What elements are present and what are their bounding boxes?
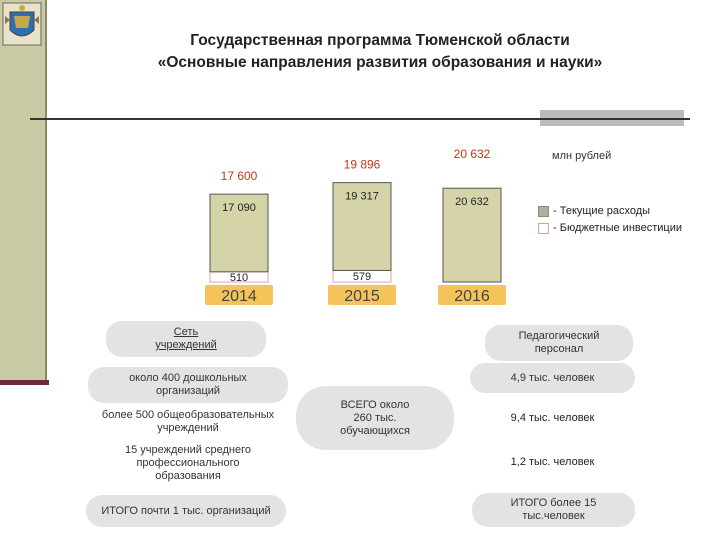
legend-swatch-current	[538, 205, 549, 217]
year-box-2015	[328, 285, 396, 305]
legend-label-invest: - Бюджетные инвестиции	[553, 222, 682, 234]
left-item-2: более 500 общеобразовательных учреждений	[88, 404, 288, 440]
page-title: Государственная программа Тюменской обла…	[70, 30, 690, 74]
students-total-pill: ВСЕГО около 260 тыс. обучающихся	[296, 386, 454, 450]
current-label-2014: 17 090	[222, 202, 256, 214]
left-item-2-text: более 500 общеобразовательных учреждений	[101, 409, 275, 434]
left-item-3: 15 учреждений среднего профессионального…	[88, 441, 288, 485]
coat-of-arms-icon	[2, 2, 42, 46]
legend-swatch-invest	[538, 222, 549, 234]
budget-chart: 17 600 17 090 510 2014 19 896 19 317 579 2015 20…	[205, 147, 506, 305]
legend-item-invest: - Бюджетные инвестиции	[538, 222, 682, 234]
total-label-2014: 17 600	[221, 169, 258, 183]
header-rule	[30, 118, 690, 120]
right-item-2: 9,4 тыс. человек	[470, 412, 635, 428]
left-item-1: около 400 дошкольных организаций	[88, 367, 288, 403]
left-total-pill: ИТОГО почти 1 тыс. организаций	[86, 495, 286, 527]
year-box-2016	[438, 285, 506, 305]
current-label-2016: 20 632	[455, 196, 489, 208]
invest-label-2015: 579	[353, 271, 371, 283]
chart-unit-label: млн рублей	[552, 150, 612, 162]
year-box-2014	[205, 285, 273, 305]
legend-item-current: - Текущие расходы	[538, 205, 682, 217]
bar-current-2016	[442, 187, 502, 283]
staff-header-pill: Педагогический персонал	[485, 325, 633, 361]
title-line-1: Государственная программа Тюменской обла…	[190, 32, 570, 49]
left-total-text: ИТОГО почти 1 тыс. организаций	[101, 504, 271, 517]
year-label-2016: 2016	[454, 288, 490, 305]
staff-header: Педагогический персонал	[518, 330, 600, 355]
students-total-text: ВСЕГО около 260 тыс. обучающихся	[340, 398, 410, 437]
bar-current-2014	[209, 193, 269, 273]
right-total-text: ИТОГО более 15 тыс.человек	[510, 497, 597, 522]
right-item-1: 4,9 тыс. человек	[470, 363, 635, 393]
right-item-3-text: 1,2 тыс. человек	[510, 456, 595, 468]
year-label-2014: 2014	[221, 288, 257, 305]
title-line-2: «Основные направления развития образован…	[157, 54, 603, 71]
legend-label-current: - Текущие расходы	[553, 205, 651, 217]
sidebar-base-line	[0, 380, 49, 385]
invest-label-2014: 510	[230, 272, 248, 284]
chart-legend: - Текущие расходы - Бюджетные инвестиции	[538, 205, 682, 234]
network-header-pill: Сеть учреждений	[106, 321, 266, 357]
current-label-2015: 19 317	[345, 191, 379, 203]
right-item-2-text: 9,4 тыс. человек	[510, 412, 595, 424]
year-label-2015: 2015	[344, 288, 380, 305]
left-item-1-text: около 400 дошкольных организаций	[129, 372, 247, 397]
total-label-2016: 20 632	[454, 147, 491, 161]
total-label-2015: 19 896	[344, 158, 381, 172]
sidebar-strip	[0, 0, 47, 383]
right-item-3: 1,2 тыс. человек	[470, 456, 635, 472]
right-item-1-text: 4,9 тыс. человек	[510, 371, 595, 384]
network-header: Сеть учреждений	[155, 326, 217, 351]
bar-current-2015	[332, 182, 392, 271]
left-item-3-text: 15 учреждений среднего профессионального…	[125, 443, 251, 482]
right-total-pill: ИТОГО более 15 тыс.человек	[472, 493, 635, 527]
